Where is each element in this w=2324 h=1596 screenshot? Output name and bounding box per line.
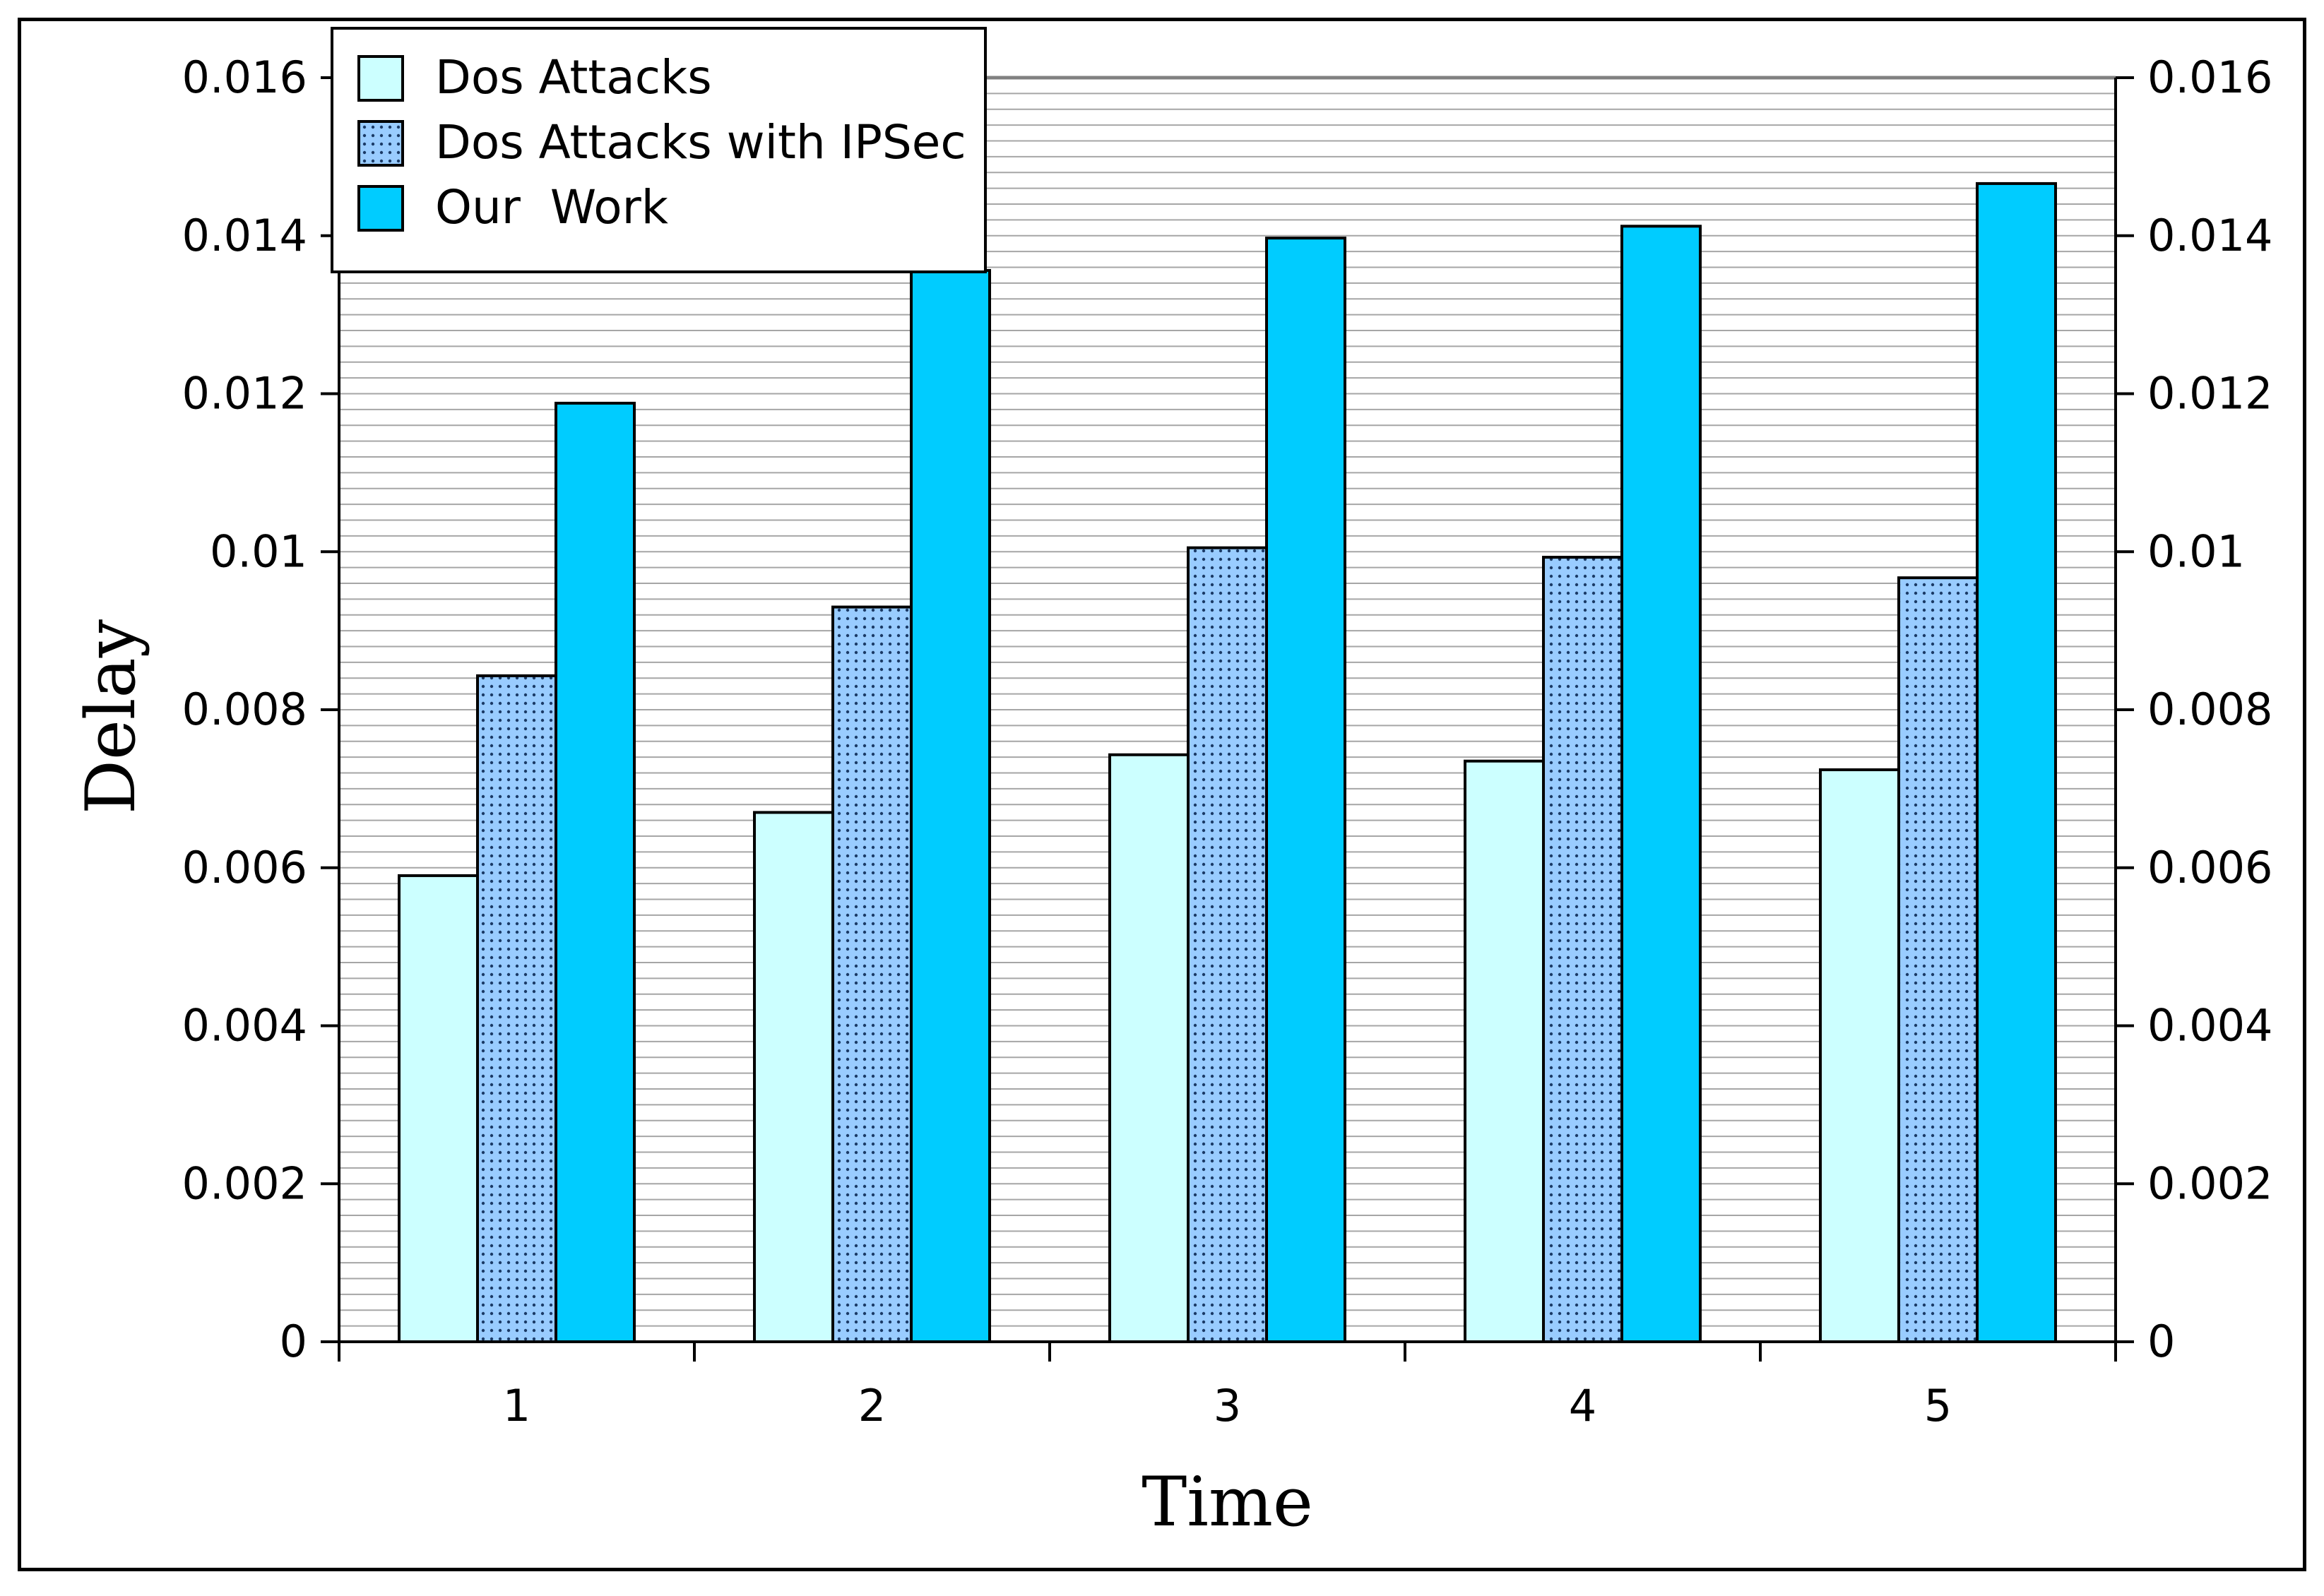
- bar-dos-attacks: [1108, 753, 1190, 1344]
- tick-labels: 0 0 0.002 0.002 0.004 0.004 0.006 0.006 0.008 0.0…: [182, 52, 2273, 1431]
- y-tick-label-left: 0.01: [210, 525, 307, 577]
- x-tick-label: 5: [1924, 1380, 1952, 1431]
- bar-dos-attacks-with-ipsec: [1187, 546, 1268, 1343]
- bar-dos-attacks: [753, 811, 834, 1343]
- legend-swatch: [357, 55, 404, 102]
- y-tick-label-left: 0.002: [182, 1157, 308, 1209]
- legend-swatch: [357, 185, 404, 232]
- x-tick-label: 3: [1214, 1380, 1241, 1431]
- bar-dos-attacks: [1464, 759, 1545, 1343]
- y-tick-label-left: 0.004: [182, 1000, 308, 1052]
- x-tick-label: 4: [1569, 1380, 1596, 1431]
- chart-frame: 0 0 0.002 0.002 0.004 0.004 0.006 0.006 0.008 0.0…: [18, 18, 2306, 1571]
- axes: [321, 76, 2134, 1362]
- bar-our-work: [555, 401, 636, 1343]
- legend-label: Dos Attacks with IPSec: [435, 115, 966, 169]
- legend-label: Our Work: [435, 180, 669, 234]
- x-tick-label: 2: [858, 1380, 886, 1431]
- bar-dos-attacks: [398, 874, 479, 1343]
- y-tick-label-left: 0.014: [182, 210, 308, 261]
- bar-our-work: [1265, 237, 1346, 1344]
- bars: [398, 181, 2057, 1344]
- y-tick-label-right: 0.004: [2147, 1000, 2273, 1052]
- y-tick-label-right: 0: [2147, 1316, 2175, 1367]
- y-tick-label-right: 0.006: [2147, 842, 2273, 893]
- bar-dos-attacks-with-ipsec: [1897, 576, 1979, 1344]
- legend-swatch: [357, 120, 404, 167]
- x-tick-label: 1: [503, 1380, 530, 1431]
- legend-label: Dos Attacks: [435, 50, 712, 105]
- legend: Dos Attacks Dos Attacks with IPSec Our Wor…: [331, 27, 987, 273]
- bar-dos-attacks-with-ipsec: [1542, 556, 1623, 1343]
- y-tick-label-left: 0.016: [182, 52, 308, 103]
- bar-our-work: [1620, 225, 1702, 1344]
- y-tick-label-right: 0.012: [2147, 368, 2273, 419]
- delay-bar-chart: 0 0 0.002 0.002 0.004 0.004 0.006 0.006 0.008 0.0…: [71, 27, 2273, 1542]
- y-tick-label-right: 0.016: [2147, 52, 2273, 103]
- y-tick-label-right: 0.002: [2147, 1157, 2273, 1209]
- bar-dos-attacks: [1819, 768, 1900, 1343]
- x-axis-title: Time: [1142, 1463, 1313, 1542]
- bar-dos-attacks-with-ipsec: [476, 674, 557, 1343]
- y-tick-label-right: 0.014: [2147, 210, 2273, 261]
- bar-our-work: [1976, 181, 2057, 1344]
- y-axis-title: Delay: [71, 619, 150, 814]
- y-tick-label-left: 0.006: [182, 842, 308, 893]
- y-tick-label-right: 0.01: [2147, 525, 2245, 577]
- bar-dos-attacks-with-ipsec: [831, 605, 913, 1343]
- y-tick-label-left: 0.012: [182, 368, 308, 419]
- y-tick-label-left: 0.008: [182, 684, 308, 735]
- y-tick-label-right: 0.008: [2147, 684, 2273, 735]
- bar-our-work: [910, 268, 991, 1344]
- y-tick-label-left: 0: [280, 1316, 307, 1367]
- legend-box: [331, 27, 987, 273]
